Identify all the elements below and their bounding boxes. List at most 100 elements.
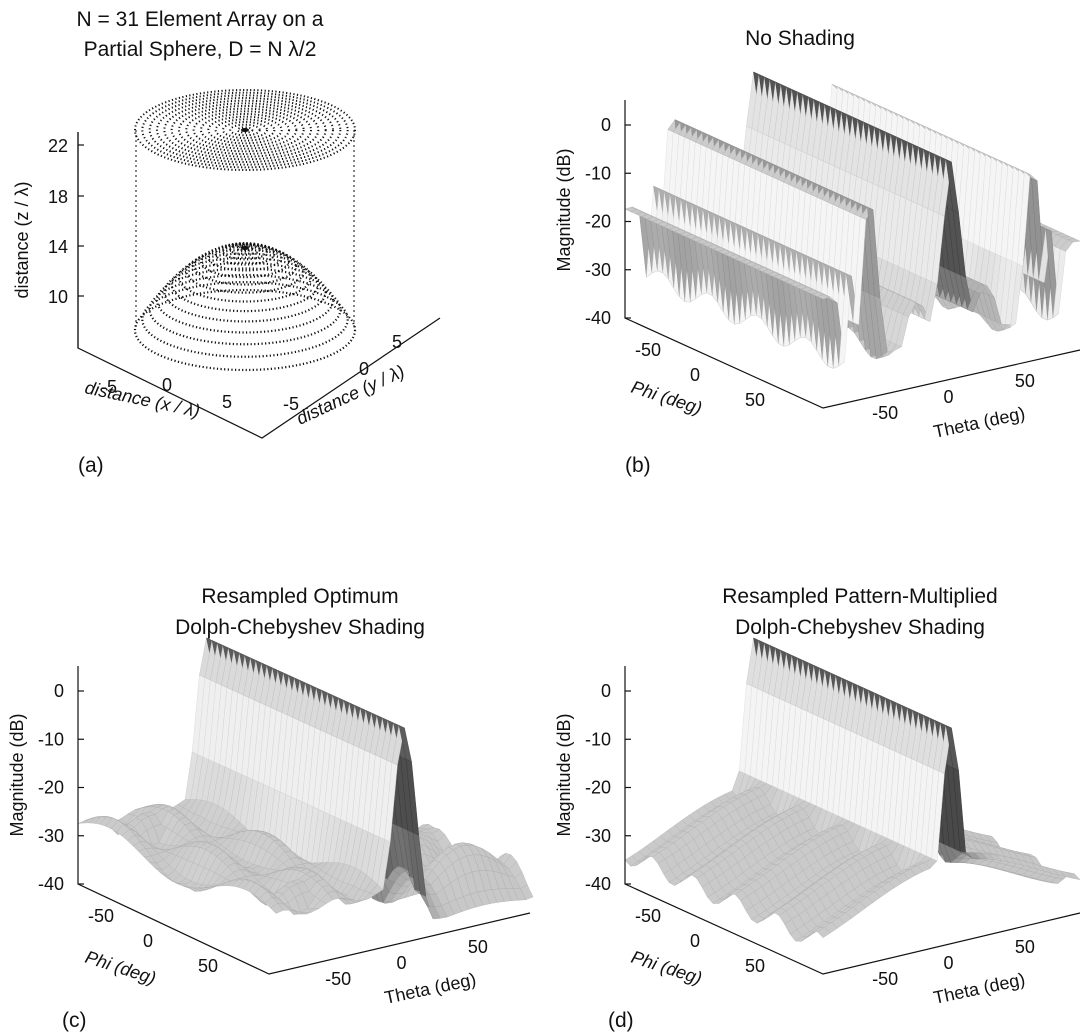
panel-b-label: (b) <box>625 454 651 477</box>
array-ring <box>236 126 254 134</box>
array-ring <box>163 261 327 323</box>
surface-facet <box>1066 872 1081 881</box>
array-ring <box>200 113 290 147</box>
phi-tick-label: 0 <box>690 931 700 951</box>
theta-tick-label: 0 <box>944 953 954 973</box>
ztick-label: 0 <box>601 115 611 135</box>
array-ring <box>214 242 276 266</box>
theta-tick-label: 50 <box>468 937 488 957</box>
panel-a-zlabel: distance (z / λ) <box>12 181 32 298</box>
panel-c-zlabel: Magnitude (dB) <box>7 713 27 836</box>
array-ring <box>141 280 349 358</box>
panel-b-axes <box>624 100 1081 409</box>
array-ring <box>156 97 334 163</box>
panel-b-zlabel: Magnitude (dB) <box>554 148 574 271</box>
panel-a-ztick-22: 22 <box>48 136 68 156</box>
panel-a-ytick-m5: -5 <box>283 394 299 414</box>
array-ring <box>229 123 261 137</box>
ztick-label: -30 <box>38 826 64 846</box>
array-ring <box>148 94 342 166</box>
panel-a-ytick-0: 0 <box>359 359 369 379</box>
panel-a-array-top-layer <box>134 89 356 171</box>
ztick-label: -20 <box>38 778 64 798</box>
ztick-label: 0 <box>54 681 64 701</box>
array-ring <box>134 89 356 171</box>
array-ring <box>141 91 349 169</box>
panel-d-surface <box>624 637 1081 942</box>
panel-a-label: (a) <box>78 454 104 477</box>
panel-a-ztick-14: 14 <box>48 237 68 257</box>
array-center-element <box>241 246 249 250</box>
panel-d-title-line1: Resampled Pattern-Multiplied <box>722 585 997 608</box>
array-ring <box>199 244 291 279</box>
panel-d-thetalabel: Theta (deg) <box>932 969 1027 1008</box>
panel-d-title-line2: Dolph-Chebyshev Shading <box>735 616 985 639</box>
phi-tick-label: 50 <box>198 956 218 976</box>
array-ring <box>163 99 327 161</box>
panel-a-ztick-10: 10 <box>48 287 68 307</box>
phi-tick-label: 50 <box>745 390 765 410</box>
ztick-label: -20 <box>585 778 611 798</box>
array-ring <box>177 252 313 303</box>
surface-facet <box>1066 238 1081 243</box>
array-ring <box>192 110 298 150</box>
panel-a-title-line1: N = 31 Element Array on a <box>77 8 324 31</box>
theta-tick-label: -50 <box>872 403 898 423</box>
panel-d-philabel: Phi (deg) <box>629 947 705 989</box>
panel-c-title-line1: Resampled Optimum <box>201 585 398 608</box>
panel-c-surface <box>77 637 534 920</box>
panel-c-thetalabel: Theta (deg) <box>383 969 478 1008</box>
theta-tick-label: -50 <box>325 969 351 989</box>
panel-b-thetalabel: Theta (deg) <box>932 403 1027 442</box>
ztick-label: -40 <box>585 874 611 894</box>
ztick-label: -40 <box>585 308 611 328</box>
ztick-label: -30 <box>585 260 611 280</box>
panel-b-title-line1: No Shading <box>745 27 855 50</box>
theta-tick-label: 0 <box>944 387 954 407</box>
array-ring <box>155 267 335 334</box>
panel-a-title-line2: Partial Sphere, D = N λ/2 <box>84 38 317 61</box>
panel-a-x-ticks: -5 0 5 <box>101 375 232 412</box>
panel-c-title-line2: Dolph-Chebyshev Shading <box>175 616 425 639</box>
panel-c-label: (c) <box>62 1009 87 1032</box>
phi-tick-label: -50 <box>635 906 661 926</box>
phi-tick-label: 0 <box>143 931 153 951</box>
theta-tick-label: 0 <box>397 953 407 973</box>
ztick-label: -40 <box>38 874 64 894</box>
ztick-label: 0 <box>601 681 611 701</box>
array-ring <box>178 105 312 155</box>
array-ring <box>207 115 283 145</box>
panel-a-xlabel: distance (x / λ) <box>83 377 202 421</box>
array-ring <box>214 118 276 142</box>
panel-a-y-ticks: -5 0 5 <box>283 332 402 414</box>
ztick-label: -10 <box>38 729 64 749</box>
panel-c: Resampled Optimum Dolph-Chebyshev Shadin… <box>7 585 534 1032</box>
phi-tick-label: 50 <box>745 956 765 976</box>
panel-a-ytick-5: 5 <box>392 332 402 352</box>
theta-tick-label: 50 <box>1015 937 1035 957</box>
panel-a: N = 31 Element Array on a Partial Sphere… <box>12 8 441 477</box>
array-ring <box>185 107 305 153</box>
array-ring <box>170 102 320 158</box>
array-ring <box>222 121 268 139</box>
panel-c-philabel: Phi (deg) <box>83 947 159 989</box>
array-ring <box>170 256 320 313</box>
phi-tick-label: -50 <box>635 340 661 360</box>
panel-b-surface <box>624 71 1081 369</box>
phi-tick-label: 0 <box>690 365 700 385</box>
panel-a-xtick-m5: -5 <box>101 377 117 397</box>
theta-tick-label: 50 <box>1015 371 1035 391</box>
ztick-label: -10 <box>585 163 611 183</box>
panel-a-array-bottom-layer <box>133 242 357 372</box>
panel-b: No Shading 0 -10 -20 -30 -40 -50 0 50 -50 0 50 Mag… <box>554 27 1081 477</box>
panel-a-xtick-0: 0 <box>162 375 172 395</box>
panel-d-zlabel: Magnitude (dB) <box>554 713 574 836</box>
array-ring <box>229 243 261 256</box>
surface-facet <box>520 884 534 900</box>
panel-a-xtick-5: 5 <box>222 392 232 412</box>
panel-a-z-ticks: 22 18 14 10 <box>48 136 84 307</box>
array-ring <box>148 273 342 346</box>
phi-tick-label: -50 <box>88 906 114 926</box>
panel-a-ylabel: distance (y / λ) <box>293 361 407 429</box>
